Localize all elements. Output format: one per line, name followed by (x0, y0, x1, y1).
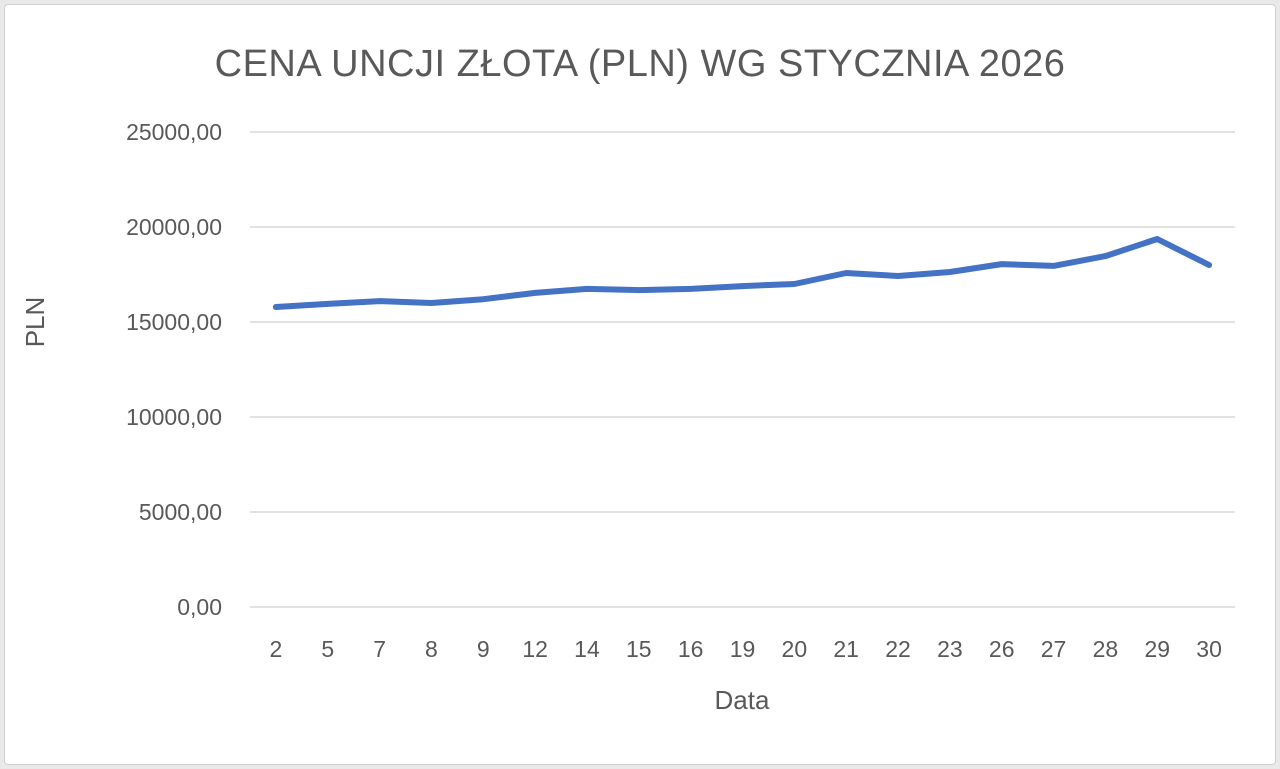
x-axis-title: Data (715, 685, 770, 715)
gridlines (250, 131, 1235, 608)
x-tick-label: 19 (730, 636, 756, 662)
y-tick-label: 20000,00 (126, 214, 222, 240)
y-tick-label: 5000,00 (139, 499, 222, 525)
y-tick-label: 10000,00 (126, 404, 222, 430)
x-tick-label: 12 (522, 636, 548, 662)
x-tick-label: 2 (270, 636, 283, 662)
x-tick-label: 16 (678, 636, 704, 662)
x-tick-label: 29 (1144, 636, 1170, 662)
x-axis-ticks: 2 5 7 8 9 12 14 15 16 19 20 21 22 23 26 27 28 29 30 (270, 636, 1222, 662)
chart-frame: CENA UNCJI ZŁOTA (PLN) WG STYCZNIA 2026 (4, 4, 1276, 765)
chart-title: CENA UNCJI ZŁOTA (PLN) WG STYCZNIA 2026 (214, 43, 1066, 85)
x-tick-label: 7 (373, 636, 386, 662)
x-tick-label: 21 (833, 636, 859, 662)
x-tick-label: 14 (574, 636, 600, 662)
x-tick-label: 23 (937, 636, 963, 662)
x-tick-label: 20 (782, 636, 808, 662)
x-tick-label: 30 (1196, 636, 1222, 662)
x-tick-label: 22 (885, 636, 911, 662)
x-tick-label: 5 (321, 636, 334, 662)
y-tick-label: 0,00 (177, 594, 222, 620)
y-axis-title: PLN (20, 297, 50, 348)
x-tick-label: 28 (1093, 636, 1119, 662)
y-tick-label: 15000,00 (126, 309, 222, 335)
x-tick-label: 15 (626, 636, 652, 662)
series-line-pln (272, 236, 1213, 310)
x-tick-label: 9 (477, 636, 490, 662)
y-axis-ticks: 0,00 5000,00 10000,00 15000,00 20000,00 25000… (126, 119, 222, 620)
x-tick-label: 27 (1041, 636, 1067, 662)
x-tick-label: 26 (989, 636, 1015, 662)
x-tick-label: 8 (425, 636, 438, 662)
y-tick-label: 25000,00 (126, 119, 222, 145)
